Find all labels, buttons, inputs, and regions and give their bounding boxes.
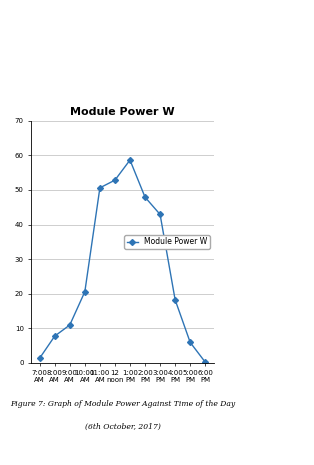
Module Power W [143, 194, 147, 200]
Text: (6th October, 2017): (6th October, 2017) [84, 423, 160, 431]
Legend: Module Power W: Module Power W [124, 235, 210, 249]
Module Power W [113, 177, 117, 183]
Module Power W [83, 289, 87, 294]
Text: Figure 7: Graph of Module Power Against Time of the Day: Figure 7: Graph of Module Power Against … [10, 400, 235, 408]
Module Power W [188, 339, 192, 345]
Module Power W [68, 322, 72, 328]
Module Power W [98, 185, 102, 191]
Module Power W [128, 157, 132, 163]
Module Power W [173, 297, 177, 303]
Module Power W [203, 359, 207, 365]
Module Power W [53, 333, 57, 339]
Module Power W [38, 355, 41, 361]
Line: Module Power W: Module Power W [38, 158, 207, 364]
Title: Module Power W: Module Power W [70, 107, 175, 117]
Module Power W [158, 212, 162, 217]
